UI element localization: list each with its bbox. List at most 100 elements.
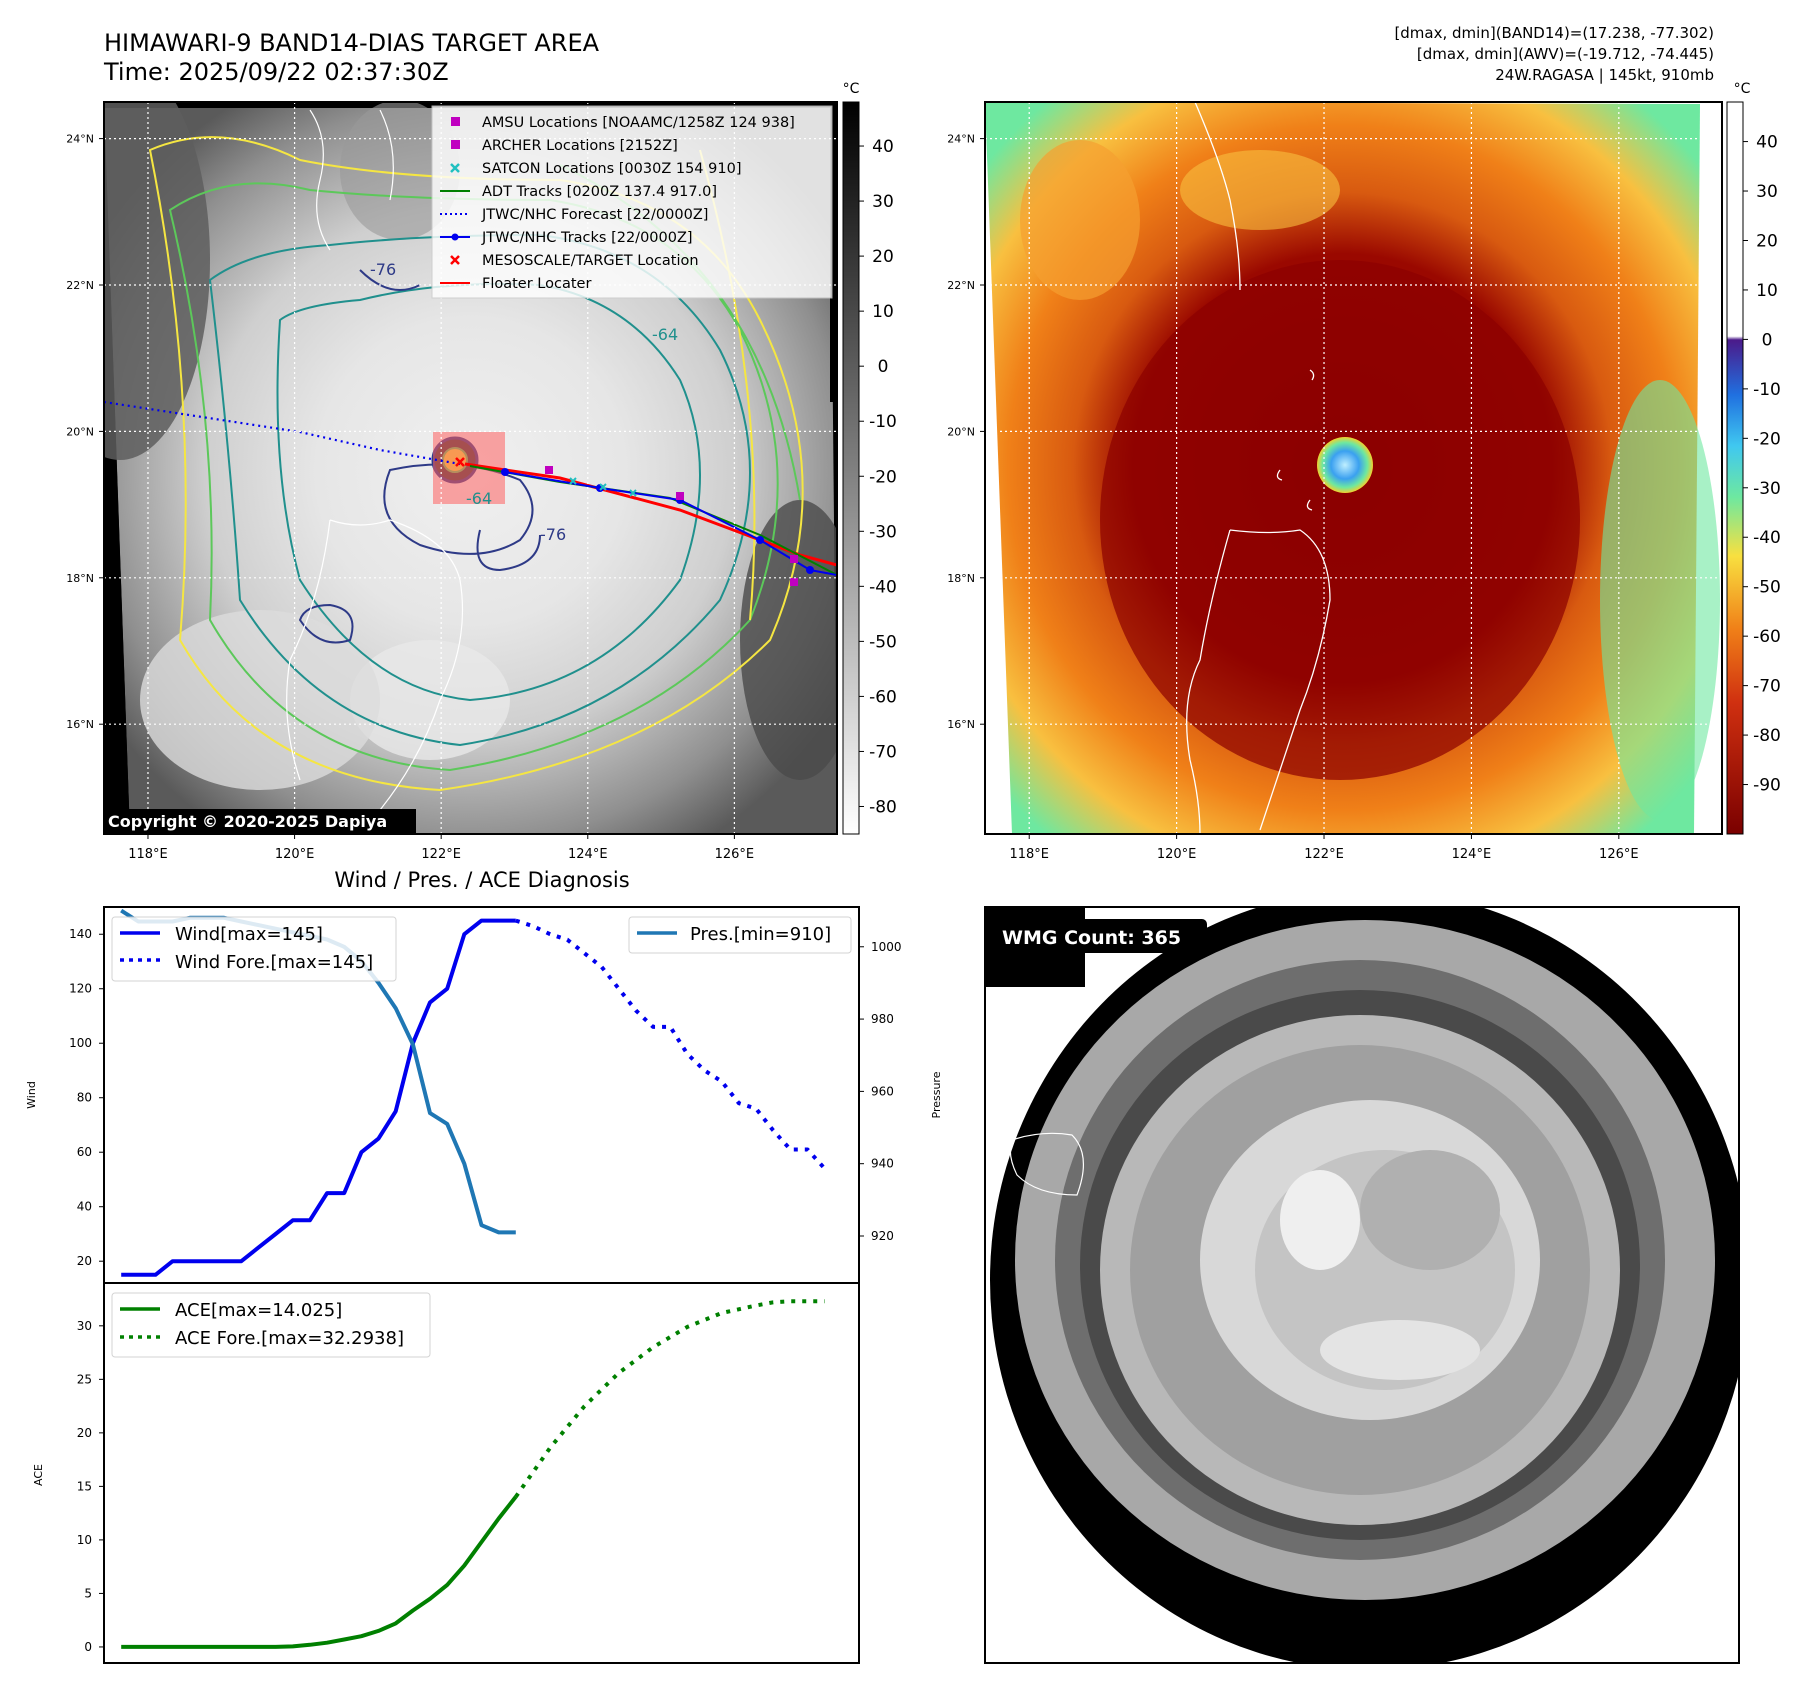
ace-y-tick-label: 20	[77, 1426, 92, 1440]
colorbar-tick-label: 40	[872, 137, 894, 157]
ir-lat-tick-label: 16°N	[66, 718, 94, 731]
wind-y-tick-label: 100	[69, 1036, 92, 1050]
awv-lat-tick-label: 24°N	[947, 133, 975, 146]
colorbar-tick-label: 0	[878, 357, 889, 377]
colorbar-tick-label: -50	[1753, 578, 1781, 598]
legend-ace: ACE[max=14.025]	[175, 1300, 342, 1321]
awv-lon-tick-label: 118°E	[1009, 847, 1049, 862]
ace-y-tick-label: 5	[84, 1586, 92, 1600]
colorbar-tick-label: -80	[1753, 726, 1781, 746]
ace-y-tick-label: 30	[77, 1319, 92, 1333]
legend-label: Floater Locater	[482, 276, 591, 292]
ir-lat-tick-label: 24°N	[66, 133, 94, 146]
pressure-y-tick-label: 940	[871, 1157, 894, 1171]
ace-y-tick-label: 10	[77, 1533, 92, 1547]
ir-lon-tick-label: 118°E	[128, 847, 168, 862]
awv-colorbar-units: °C	[1734, 81, 1751, 97]
legend-label: AMSU Locations [NOAAMC/1258Z 124 938]	[482, 115, 795, 131]
contour-label: -76	[370, 260, 396, 279]
ace-series-line	[121, 1495, 518, 1649]
colorbar-tick-label: -60	[869, 687, 897, 707]
colorbar-tick-label: -50	[869, 632, 897, 652]
awv-lon-tick-label: 122°E	[1304, 847, 1344, 862]
awv-lat-tick-label: 16°N	[947, 718, 975, 731]
wind-y-tick-label: 140	[69, 927, 92, 941]
colorbar-tick-label: 20	[1756, 231, 1778, 251]
colorbar-tick-label: -70	[1753, 677, 1781, 697]
colorbar-tick-label: -40	[1753, 528, 1781, 548]
colorbar-tick-label: 10	[1756, 281, 1778, 301]
wind-legend: Wind[max=145] Wind Fore.[max=145]	[111, 916, 397, 982]
wind-y-tick-label: 120	[69, 982, 92, 996]
info-line1: [dmax, dmin](BAND14)=(17.238, -77.302)	[1394, 24, 1714, 42]
ace-y-tick-label: 0	[84, 1640, 92, 1654]
legend-label: SATCON Locations [0030Z 154 910]	[482, 161, 741, 177]
wind-forecast-series-line	[515, 918, 827, 1170]
wmg-frame	[984, 906, 1740, 1664]
awv-lon-tick-label: 120°E	[1157, 847, 1197, 862]
info-line3: 24W.RAGASA | 145kt, 910mb	[1495, 66, 1714, 84]
wind-y-tick-label: 80	[77, 1091, 92, 1105]
colorbar-tick-label: 20	[872, 247, 894, 267]
awv-map-frame	[984, 101, 1723, 835]
ir-lon-tick-label: 120°E	[275, 847, 315, 862]
legend-label: JTWC/NHC Forecast [22/0000Z]	[481, 207, 708, 223]
awv-eye	[1317, 437, 1373, 493]
legend-label: MESOSCALE/TARGET Location	[482, 253, 699, 269]
legend-ace-fore: ACE Fore.[max=32.2938]	[175, 1328, 404, 1349]
legend-marker-x	[450, 163, 460, 173]
pressure-y-tick-label: 960	[871, 1084, 894, 1098]
colorbar-tick-label: -10	[1753, 380, 1781, 400]
contour-label: -76	[540, 525, 566, 544]
wind-y-tick-label: 40	[77, 1200, 92, 1214]
ir-map-panel: -76 -64 -76 -64 118°E 120°E 122°	[66, 81, 897, 862]
colorbar-tick-label: -40	[869, 577, 897, 597]
wind-y-tick-label: 20	[77, 1254, 92, 1268]
ir-colorbar-units: °C	[843, 81, 860, 97]
colorbar-tick-label: 30	[872, 192, 894, 212]
track-legend: AMSU Locations [NOAAMC/1258Z 124 938] ARC…	[431, 105, 833, 299]
legend-wind: Wind[max=145]	[175, 924, 323, 945]
colorbar-tick-label: -60	[1753, 627, 1781, 647]
colorbar-tick-label: 10	[872, 302, 894, 322]
pressure-y-tick-label: 920	[871, 1229, 894, 1243]
legend-marker-square	[451, 140, 460, 149]
pressure-axis-label: Pressure	[930, 1071, 943, 1118]
awv-lat-tick-label: 18°N	[947, 572, 975, 585]
info-line2: [dmax, dmin](AWV)=(-19.712, -74.445)	[1417, 45, 1714, 63]
colorbar-tick-label: -80	[869, 797, 897, 817]
colorbar-tick-label: -30	[869, 522, 897, 542]
colorbar-tick-label: -90	[1753, 776, 1781, 796]
awv-colorbar	[1726, 101, 1744, 835]
legend-marker-square	[451, 117, 460, 126]
colorbar-tick-label: -30	[1753, 479, 1781, 499]
colorbar-tick-label: -10	[869, 412, 897, 432]
copyright: Copyright © 2020-2025 Dapiya	[108, 812, 387, 831]
legend-label: ADT Tracks [0200Z 137.4 917.0]	[482, 184, 717, 200]
ir-lon-tick-label: 126°E	[715, 847, 755, 862]
legend-wind-fore: Wind Fore.[max=145]	[175, 952, 373, 973]
diagnosis-title: Wind / Pres. / ACE Diagnosis	[334, 868, 629, 892]
legend-label: JTWC/NHC Tracks [22/0000Z]	[481, 230, 693, 246]
wind-series-line	[121, 918, 516, 1277]
colorbar-tick-label: -70	[869, 742, 897, 762]
ir-colorbar	[842, 101, 860, 835]
ace-chart: 0 5 10 15 20 25 30 ACE ACE[max=14.025] ACE For…	[32, 1282, 860, 1664]
ace-axis-label: ACE	[32, 1464, 45, 1486]
legend-pres: Pres.[min=910]	[690, 924, 831, 945]
contour-label: -64	[466, 489, 492, 508]
ace-y-tick-label: 25	[77, 1372, 92, 1386]
wind-pressure-chart: 20 40 60 80 100 120 140 920 940 960 980 1000 Wind P…	[25, 906, 943, 1284]
pressure-y-tick-label: 1000	[871, 940, 902, 954]
wmg-panel: WMG Count: 365	[984, 906, 1740, 1664]
awv-lon-tick-label: 124°E	[1452, 847, 1492, 862]
wmg-count-label: WMG Count: 365	[1002, 927, 1181, 949]
ir-lon-tick-label: 122°E	[421, 847, 461, 862]
wind-axis-label: Wind	[25, 1081, 38, 1109]
colorbar-tick-label: 40	[1756, 133, 1778, 153]
legend-marker-x	[450, 255, 460, 265]
ir-map-frame	[103, 101, 838, 835]
contour-label: -64	[652, 325, 678, 344]
ace-forecast-series-line	[514, 1299, 825, 1498]
